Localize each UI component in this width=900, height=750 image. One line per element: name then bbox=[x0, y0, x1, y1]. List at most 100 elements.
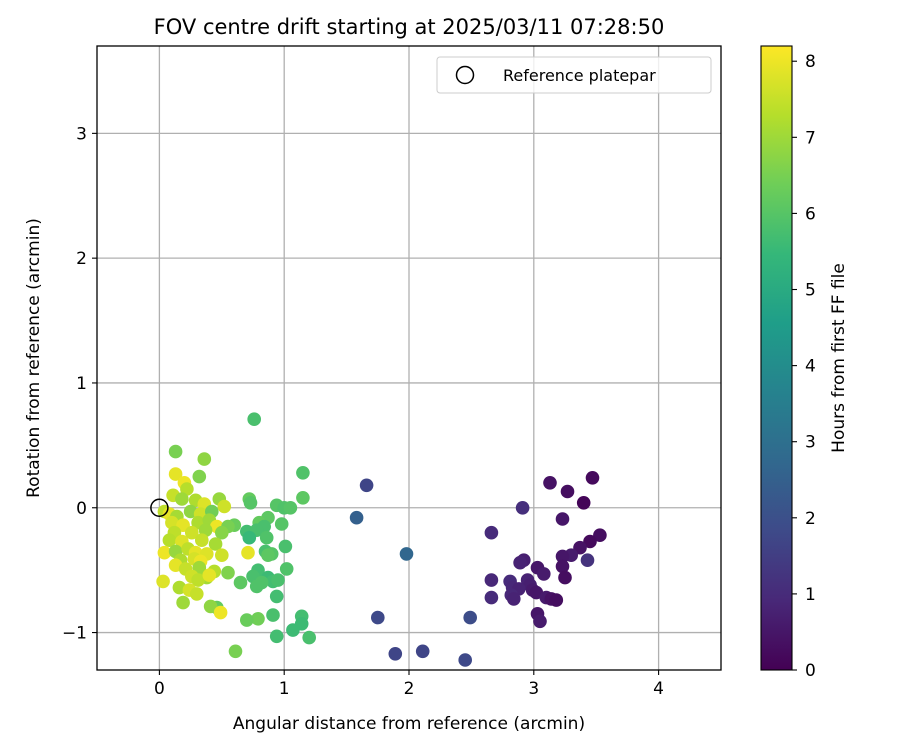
colorbar-tick-label: 4 bbox=[805, 357, 816, 377]
data-point bbox=[269, 629, 284, 644]
data-point bbox=[233, 575, 248, 590]
data-point bbox=[203, 599, 218, 614]
data-point bbox=[296, 466, 310, 480]
data-point bbox=[283, 501, 298, 515]
data-point bbox=[484, 590, 499, 605]
data-point bbox=[243, 496, 258, 510]
y-axis-label: Rotation from reference (arcmin) bbox=[24, 218, 44, 498]
data-point bbox=[215, 548, 229, 562]
data-point bbox=[513, 555, 527, 570]
x-axis-label: Angular distance from reference (arcmin) bbox=[233, 714, 585, 734]
data-point bbox=[558, 570, 572, 585]
data-point bbox=[168, 467, 183, 481]
data-point bbox=[296, 491, 310, 505]
data-point bbox=[168, 444, 183, 459]
data-point bbox=[359, 478, 374, 493]
y-tick-label: 0 bbox=[76, 499, 87, 519]
colorbar-tick-label: 5 bbox=[805, 281, 816, 301]
y-tick-label: 1 bbox=[76, 374, 87, 394]
data-point bbox=[274, 517, 289, 531]
data-point bbox=[208, 537, 223, 551]
data-point bbox=[195, 533, 209, 547]
data-point bbox=[271, 573, 285, 587]
data-point bbox=[269, 589, 284, 604]
data-point bbox=[555, 559, 570, 574]
data-point bbox=[190, 587, 204, 601]
data-point bbox=[197, 452, 212, 466]
data-point bbox=[555, 549, 570, 564]
data-point bbox=[463, 610, 478, 625]
data-point bbox=[221, 565, 235, 580]
data-point bbox=[593, 528, 607, 542]
data-point bbox=[228, 644, 243, 659]
data-point bbox=[156, 574, 170, 589]
data-point bbox=[213, 605, 228, 620]
legend-box bbox=[436, 56, 712, 94]
y-tick-label: −1 bbox=[62, 624, 87, 644]
data-point bbox=[185, 525, 199, 540]
data-point bbox=[302, 630, 317, 645]
data-point bbox=[286, 623, 300, 637]
chart-title: FOV centre drift starting at 2025/03/11 … bbox=[154, 15, 665, 39]
data-point bbox=[555, 512, 570, 526]
data-point bbox=[202, 568, 217, 582]
x-tick-label: 1 bbox=[279, 679, 290, 699]
colorbar-tick-label: 6 bbox=[805, 204, 816, 224]
data-point bbox=[349, 510, 364, 525]
data-point bbox=[415, 644, 430, 659]
x-tick-label: 4 bbox=[653, 679, 664, 699]
data-points bbox=[156, 412, 607, 667]
colorbar-tick-label: 0 bbox=[805, 661, 816, 681]
data-point bbox=[241, 545, 255, 560]
data-point bbox=[240, 613, 254, 627]
data-point bbox=[549, 593, 564, 607]
colorbar-tick-label: 3 bbox=[805, 433, 816, 453]
reference-platepar-marker bbox=[150, 498, 169, 518]
data-point bbox=[261, 548, 275, 562]
y-tick-label: 3 bbox=[76, 124, 87, 144]
data-point bbox=[247, 412, 261, 427]
data-point bbox=[458, 653, 473, 667]
legend: Reference platepar bbox=[436, 56, 712, 94]
data-point bbox=[279, 562, 294, 576]
data-point bbox=[576, 496, 591, 510]
colorbar-tick-label: 2 bbox=[805, 509, 816, 529]
data-point bbox=[537, 567, 551, 581]
reference-marker bbox=[150, 498, 169, 518]
data-point bbox=[175, 492, 189, 506]
colorbar-tick-label: 7 bbox=[805, 128, 816, 148]
x-tick-label: 3 bbox=[528, 679, 539, 699]
data-point bbox=[583, 534, 597, 549]
colorbar-tick-label: 8 bbox=[805, 52, 816, 72]
x-tick-label: 0 bbox=[154, 679, 165, 699]
data-point bbox=[278, 539, 293, 554]
colorbar bbox=[760, 45, 793, 671]
y-axis-ticks: −1 0 1 2 3 bbox=[62, 124, 97, 644]
data-point bbox=[543, 476, 557, 490]
colorbar-label: Hours from first FF file bbox=[829, 263, 849, 453]
data-point bbox=[215, 525, 229, 540]
data-point bbox=[162, 533, 177, 547]
data-point bbox=[176, 595, 190, 610]
data-point bbox=[251, 612, 265, 626]
data-point bbox=[157, 545, 172, 560]
legend-marker bbox=[455, 65, 475, 85]
data-point bbox=[580, 553, 595, 567]
data-point bbox=[191, 573, 205, 587]
x-tick-label: 2 bbox=[404, 679, 415, 699]
data-point bbox=[515, 501, 530, 515]
data-point bbox=[192, 469, 207, 484]
data-point bbox=[266, 608, 280, 622]
y-tick-label: 2 bbox=[76, 249, 87, 269]
data-point bbox=[533, 614, 547, 629]
data-point bbox=[242, 530, 257, 545]
data-point bbox=[585, 471, 600, 485]
colorbar-tick-label: 1 bbox=[805, 585, 816, 605]
data-point bbox=[259, 530, 274, 545]
data-point bbox=[371, 610, 385, 625]
x-axis-ticks: 0 1 2 3 4 bbox=[154, 670, 664, 699]
colorbar-ticks: 0 1 2 3 4 5 6 7 8 bbox=[792, 52, 816, 681]
data-point bbox=[388, 647, 403, 661]
data-point bbox=[507, 592, 521, 606]
